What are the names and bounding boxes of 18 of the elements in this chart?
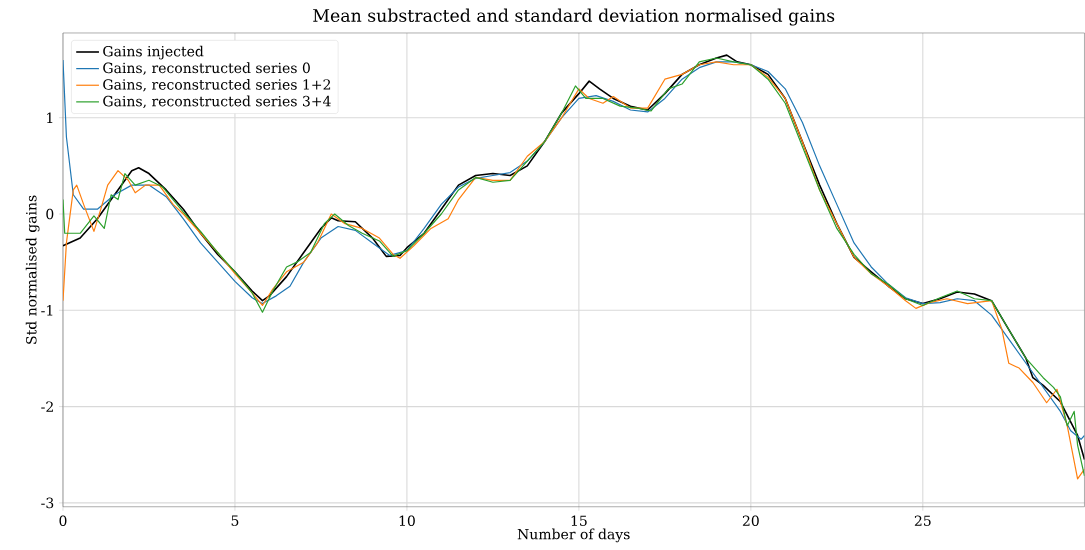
legend-label: Gains, reconstructed series 1+2 (103, 79, 331, 92)
x-tick-label: 10 (399, 515, 415, 527)
y-tick-label: -1 (41, 305, 53, 316)
legend-label: Gains, reconstructed series 0 (103, 62, 310, 75)
x-tick-label: 25 (914, 515, 931, 527)
legend-label: Gains, reconstructed series 3+4 (103, 95, 331, 109)
legend-label: Gains injected (103, 45, 204, 60)
x-tick-label: 5 (231, 515, 239, 526)
y-tick-label: -3 (41, 497, 54, 509)
x-tick-label: 15 (571, 515, 587, 527)
x-tick-label: 20 (742, 515, 759, 527)
x-tick-label: 0 (59, 515, 67, 527)
y-tick-label: 1 (47, 112, 53, 124)
y-tick-label: 0 (46, 208, 54, 220)
y-tick-label: -2 (41, 401, 53, 412)
x-axis-title: Number of days (517, 528, 630, 543)
y-axis-title: Std normalised gains (25, 195, 40, 344)
chart-title: Mean substracted and standard deviation normalised gains (313, 8, 835, 26)
